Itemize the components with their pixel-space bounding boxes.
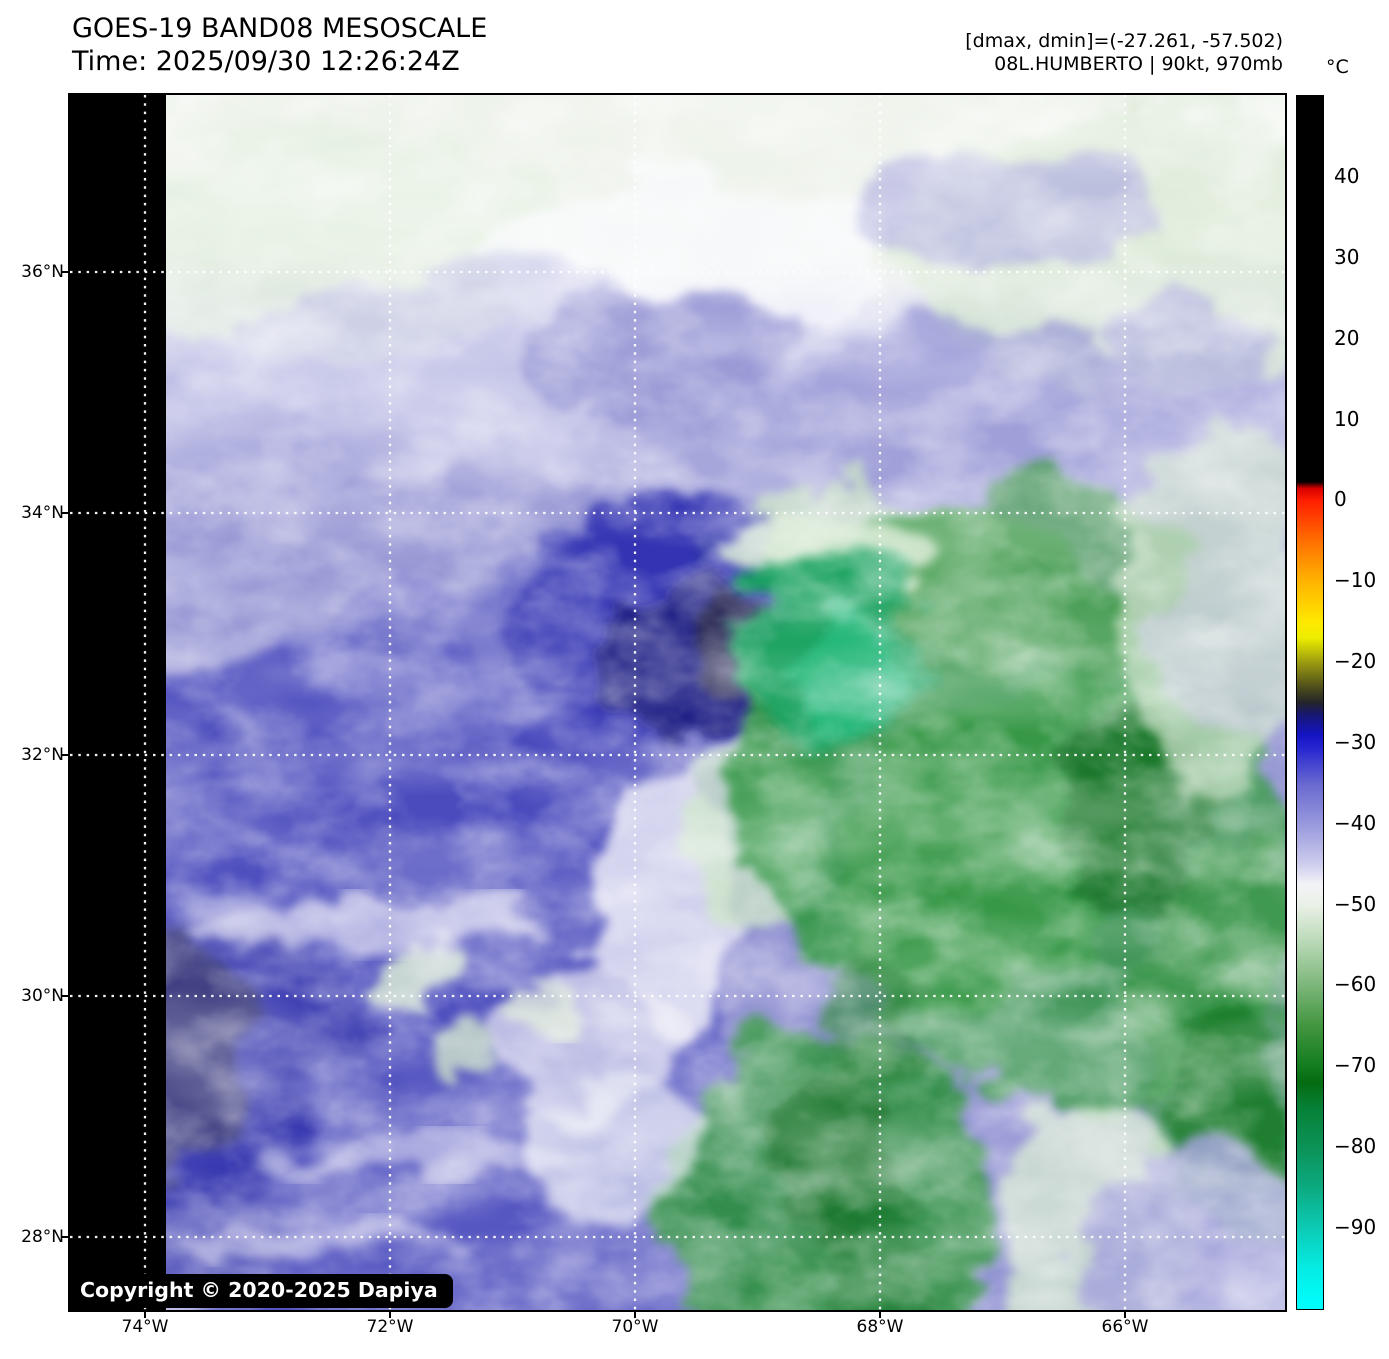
longitude-tick-mark <box>144 1310 146 1318</box>
copyright-badge: Copyright © 2020-2025 Dapiya <box>68 1274 453 1308</box>
colorbar-unit-label: °C <box>1326 56 1349 78</box>
colorbar-tick-label: −50 <box>1334 891 1377 916</box>
longitude-tick-mark <box>634 1310 636 1318</box>
figure-title: GOES-19 BAND08 MESOSCALE <box>72 13 488 44</box>
longitude-tick-mark <box>389 1310 391 1318</box>
latitude-tick-label: 28°N <box>21 1227 64 1247</box>
latitude-tick-mark <box>62 754 70 756</box>
colorbar-tick-label: −70 <box>1334 1053 1377 1078</box>
latitude-tick-label: 34°N <box>21 503 64 523</box>
colorbar-tick-label: 10 <box>1334 406 1360 431</box>
colorbar-tick-label: −40 <box>1334 810 1377 835</box>
map-panel: Copyright © 2020-2025 Dapiya <box>68 93 1287 1312</box>
latitude-tick-label: 36°N <box>21 262 64 282</box>
latitude-tick-label: 30°N <box>21 986 64 1006</box>
colorbar-tick-label: 0 <box>1334 487 1347 512</box>
longitude-tick-mark <box>1124 1310 1126 1318</box>
colorbar-tick-label: −30 <box>1334 729 1377 754</box>
title-block: GOES-19 BAND08 MESOSCALE Time: 2025/09/3… <box>72 12 487 78</box>
storm-annotation: 08L.HUMBERTO | 90kt, 970mb <box>994 53 1283 75</box>
colorbar <box>1296 95 1324 1310</box>
colorbar-tick-label: −60 <box>1334 972 1377 997</box>
latitude-tick-mark <box>62 512 70 514</box>
longitude-tick-mark <box>879 1310 881 1318</box>
longitude-tick-label: 72°W <box>366 1317 414 1337</box>
graticule-gridlines <box>70 95 1285 1310</box>
longitude-tick-label: 70°W <box>611 1317 659 1337</box>
annotation-block: [dmax, dmin]=(-27.261, -57.502) 08L.HUMB… <box>965 30 1283 76</box>
colorbar-tick-label: −10 <box>1334 568 1377 593</box>
colorbar-tick-label: 30 <box>1334 244 1360 269</box>
satellite-scene <box>70 95 1285 1310</box>
colorbar-tick-label: 20 <box>1334 325 1360 350</box>
longitude-tick-label: 68°W <box>856 1317 904 1337</box>
longitude-tick-label: 66°W <box>1101 1317 1149 1337</box>
dmax-dmin-annotation: [dmax, dmin]=(-27.261, -57.502) <box>965 30 1283 52</box>
colorbar-tick-label: 40 <box>1334 163 1360 188</box>
latitude-tick-mark <box>62 1236 70 1238</box>
latitude-tick-label: 32°N <box>21 745 64 765</box>
longitude-tick-label: 74°W <box>121 1317 169 1337</box>
colorbar-tick-label: −20 <box>1334 649 1377 674</box>
colorbar-tick-label: −90 <box>1334 1215 1377 1240</box>
figure-timestamp: Time: 2025/09/30 12:26:24Z <box>72 46 460 77</box>
latitude-tick-mark <box>62 995 70 997</box>
colorbar-tick-label: −80 <box>1334 1134 1377 1159</box>
satellite-data-layer <box>166 95 1285 1310</box>
latitude-tick-mark <box>62 271 70 273</box>
